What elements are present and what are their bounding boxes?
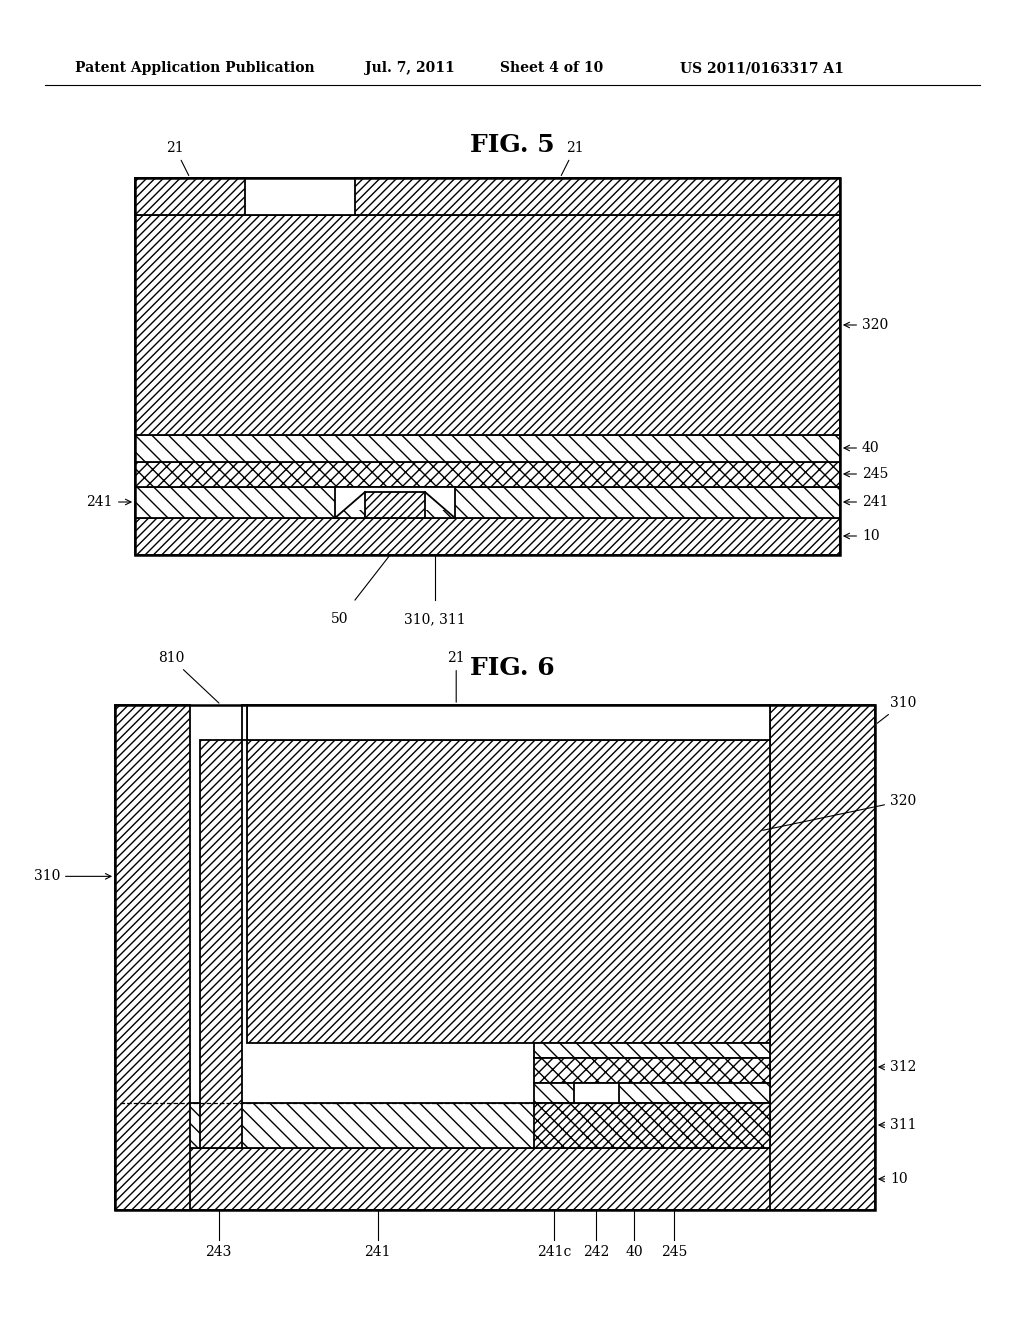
Bar [534, 1082, 770, 1104]
Bar [574, 1082, 618, 1104]
Text: 40: 40 [626, 1245, 643, 1259]
Text: 243: 243 [206, 1245, 231, 1259]
Bar [534, 1059, 770, 1082]
Text: 310: 310 [34, 870, 111, 883]
Bar [135, 487, 840, 517]
Text: 21: 21 [166, 141, 188, 176]
Text: FIG. 6: FIG. 6 [470, 656, 554, 680]
Bar [135, 215, 840, 436]
Text: 40: 40 [844, 441, 880, 455]
Bar [247, 741, 770, 1043]
Bar [135, 178, 840, 554]
Bar [335, 487, 455, 510]
Text: 311: 311 [879, 1118, 916, 1133]
Text: 50: 50 [331, 612, 349, 626]
Bar [115, 705, 190, 1210]
Text: 242: 242 [583, 1245, 609, 1259]
Text: 241: 241 [365, 1245, 391, 1259]
Bar [115, 1148, 874, 1210]
Text: US 2011/0163317 A1: US 2011/0163317 A1 [680, 61, 844, 75]
Bar [365, 492, 425, 517]
Bar [135, 178, 840, 215]
Text: FIG. 5: FIG. 5 [470, 133, 554, 157]
Bar [115, 1104, 874, 1148]
Text: 21: 21 [447, 651, 465, 702]
Text: 312: 312 [879, 1060, 916, 1074]
Bar [355, 178, 840, 215]
Text: 320: 320 [844, 318, 888, 333]
Bar [770, 705, 874, 1210]
Bar [534, 1043, 770, 1059]
Text: 241: 241 [844, 495, 889, 510]
Bar [249, 708, 724, 739]
Text: Jul. 7, 2011: Jul. 7, 2011 [365, 61, 455, 75]
Text: 21: 21 [561, 141, 584, 176]
Bar [242, 705, 247, 741]
Text: 320: 320 [763, 793, 916, 830]
Text: 241: 241 [86, 495, 131, 510]
Text: 241c: 241c [537, 1245, 571, 1259]
Bar [135, 436, 840, 462]
Bar [200, 741, 242, 1148]
Text: 310: 310 [878, 696, 916, 723]
Bar [247, 705, 770, 741]
Bar [534, 1104, 770, 1148]
Text: 10: 10 [879, 1172, 907, 1185]
Text: Sheet 4 of 10: Sheet 4 of 10 [500, 61, 603, 75]
Text: 245: 245 [660, 1245, 687, 1259]
Text: 10: 10 [844, 529, 880, 543]
Text: 245: 245 [844, 467, 889, 480]
Text: 310, 311: 310, 311 [404, 612, 466, 626]
Bar [115, 705, 874, 1210]
Bar [135, 517, 840, 554]
Bar [135, 178, 245, 215]
Text: Patent Application Publication: Patent Application Publication [75, 61, 314, 75]
Bar [135, 462, 840, 487]
Text: 810: 810 [158, 651, 219, 704]
